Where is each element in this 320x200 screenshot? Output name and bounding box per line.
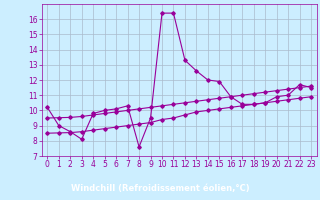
Text: Windchill (Refroidissement éolien,°C): Windchill (Refroidissement éolien,°C) [71,184,249,193]
